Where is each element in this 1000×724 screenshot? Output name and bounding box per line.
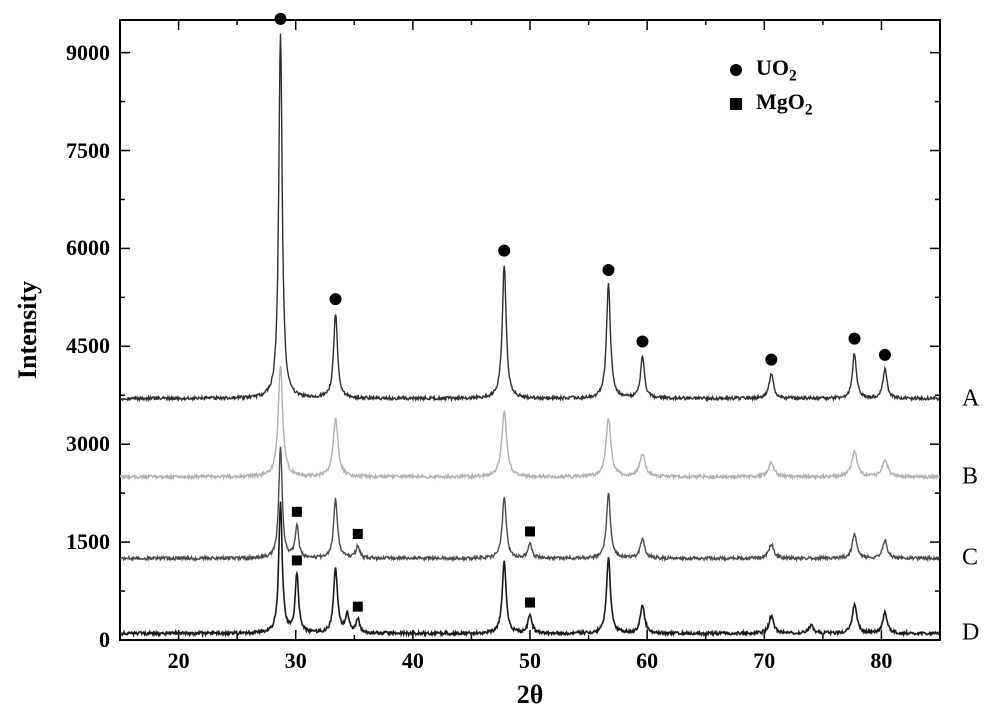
- y-axis-title: Intensity: [13, 281, 43, 379]
- mgo2-marker-icon: [292, 507, 302, 517]
- mgo2-marker-icon: [525, 597, 535, 607]
- legend-item-uo2: UO2: [730, 55, 797, 85]
- xrd-chart: Intensity 2θ 20 30 40 50 60 70 80 0 1500 3000 4500…: [0, 0, 1000, 724]
- y-tick-label: 1500: [66, 529, 110, 555]
- x-tick-label: 70: [753, 648, 775, 674]
- x-tick-label: 40: [402, 648, 424, 674]
- x-axis-title: 2θ: [517, 680, 544, 710]
- plot-svg: [0, 0, 1000, 724]
- y-tick-label: 9000: [66, 40, 110, 66]
- uo2-marker-icon: [848, 333, 860, 345]
- legend-label: UO2: [756, 55, 797, 85]
- mgo2-marker-icon: [353, 529, 363, 539]
- x-tick-label: 80: [870, 648, 892, 674]
- uo2-marker-icon: [330, 293, 342, 305]
- uo2-marker-icon: [274, 13, 286, 25]
- uo2-marker-icon: [636, 335, 648, 347]
- series-label-b: B: [962, 463, 978, 490]
- series-C: [120, 447, 940, 560]
- uo2-marker-icon: [879, 349, 891, 361]
- uo2-marker-icon: [498, 245, 510, 257]
- circle-icon: [730, 64, 742, 76]
- legend-label: MgO2: [756, 89, 813, 119]
- x-tick-label: 60: [636, 648, 658, 674]
- y-tick-label: 0: [99, 627, 110, 653]
- series-label-c: C: [962, 545, 978, 572]
- series-B: [120, 366, 940, 478]
- x-tick-label: 20: [168, 648, 190, 674]
- y-tick-label: 6000: [66, 235, 110, 261]
- x-tick-label: 50: [519, 648, 541, 674]
- uo2-marker-icon: [602, 264, 614, 276]
- mgo2-marker-icon: [525, 526, 535, 536]
- square-icon: [730, 98, 742, 110]
- series-D: [120, 502, 940, 636]
- x-tick-label: 30: [285, 648, 307, 674]
- series-label-a: A: [962, 385, 979, 412]
- uo2-marker-icon: [765, 354, 777, 366]
- legend-item-mgo2: MgO2: [730, 89, 813, 119]
- y-tick-label: 3000: [66, 431, 110, 457]
- y-tick-label: 4500: [66, 333, 110, 359]
- y-tick-label: 7500: [66, 138, 110, 164]
- mgo2-marker-icon: [353, 602, 363, 612]
- series-A: [120, 34, 940, 400]
- series-label-d: D: [962, 620, 979, 647]
- mgo2-marker-icon: [292, 555, 302, 565]
